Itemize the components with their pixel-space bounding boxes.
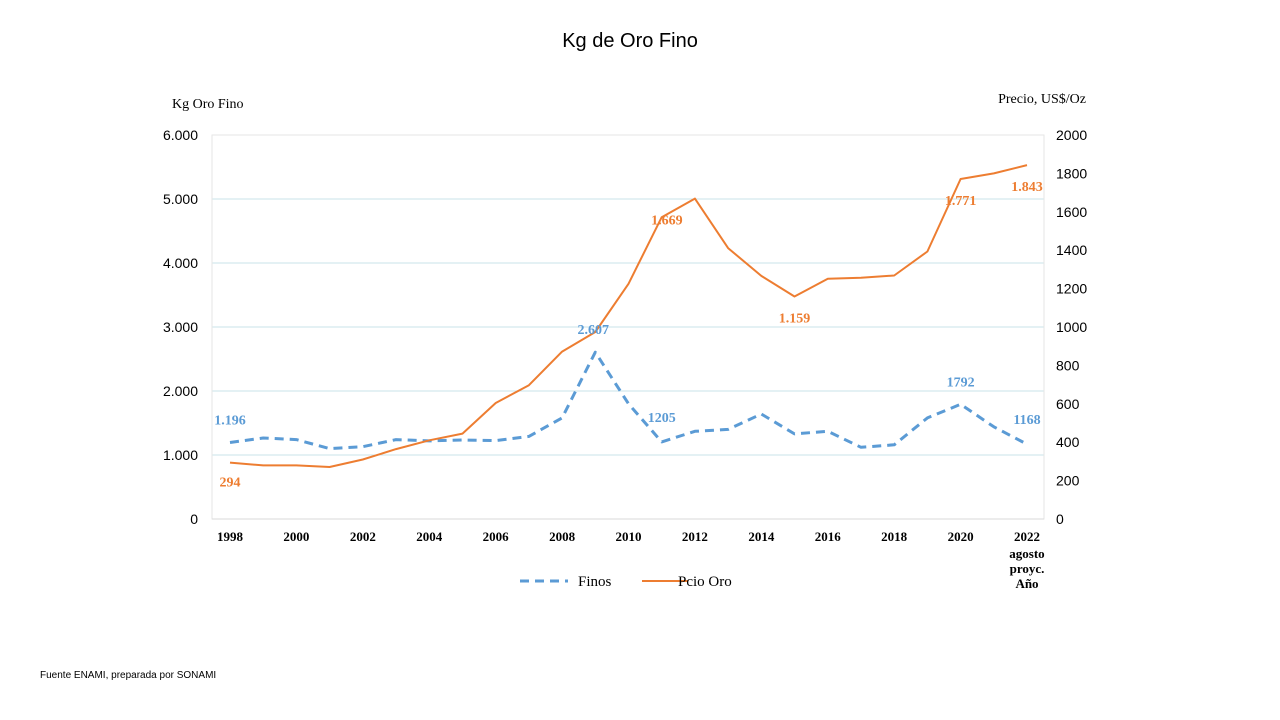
- y-right-tick-label: 1800: [1056, 165, 1087, 181]
- data-label-finos: 1205: [648, 411, 676, 426]
- x-tick-label: 1998: [217, 529, 244, 544]
- y-left-tick-label: 4.000: [163, 255, 198, 271]
- data-label-pcio-oro: 1.669: [651, 214, 683, 229]
- y-left-tick-label: 3.000: [163, 319, 198, 335]
- data-label-finos: 1.196: [214, 413, 246, 428]
- y-right-tick-label: 1000: [1056, 319, 1087, 335]
- x-tick-label: 2010: [616, 529, 642, 544]
- x-tick-label: 2002: [350, 529, 376, 544]
- x-tick-label: 2018: [881, 529, 908, 544]
- y-left-tick-label: 5.000: [163, 191, 198, 207]
- series-line-finos: [229, 350, 1028, 451]
- chart-title: Kg de Oro Fino: [562, 30, 698, 52]
- y-right-tick-label: 1400: [1056, 242, 1087, 258]
- legend-finos-label: Finos: [578, 574, 612, 590]
- source-note: Fuente ENAMI, preparada por SONAMI: [40, 670, 217, 681]
- y-right-tick-label: 0: [1056, 511, 1064, 527]
- y-right-axis-title: Precio, US$/Oz: [998, 92, 1086, 107]
- y-right-tick-label: 400: [1056, 434, 1080, 450]
- y-right-tick-label: 1600: [1056, 204, 1087, 220]
- data-label-finos: 1168: [1013, 413, 1040, 428]
- x-tick-label: 2022: [1014, 529, 1040, 544]
- x-tick-label: 2006: [483, 529, 510, 544]
- x-tick-label: 2012: [682, 529, 708, 544]
- y-left-tick-label: 6.000: [163, 127, 198, 143]
- data-label-finos: 1792: [947, 375, 975, 390]
- x-tick-note: proyc.: [1010, 561, 1045, 576]
- x-tick-label: 2014: [748, 529, 775, 544]
- series-line-pcio-oro: [229, 164, 1028, 468]
- x-tick-label: 2004: [416, 529, 443, 544]
- legend-pcio-label: Pcio Oro: [678, 574, 732, 590]
- y-right-tick-label: 800: [1056, 357, 1080, 373]
- y-left-tick-label: 2.000: [163, 383, 198, 399]
- x-tick-note: agosto: [1009, 546, 1044, 561]
- x-tick-label: 2008: [549, 529, 576, 544]
- x-tick-label: 2016: [815, 529, 842, 544]
- x-tick-label: 2020: [948, 529, 974, 544]
- y-left-tick-label: 1.000: [163, 447, 198, 463]
- y-right-tick-label: 1200: [1056, 281, 1087, 297]
- x-tick-label: 2000: [283, 529, 309, 544]
- x-tick-note: Año: [1015, 576, 1038, 591]
- y-left-axis-title: Kg Oro Fino: [172, 97, 244, 112]
- data-label-pcio-oro: 294: [220, 476, 241, 491]
- y-left-tick-label: 0: [190, 511, 198, 527]
- data-label-pcio-oro: 1.771: [945, 194, 977, 209]
- data-label-pcio-oro: 1.159: [779, 311, 811, 326]
- data-label-pcio-oro: 1.843: [1011, 180, 1043, 195]
- y-right-tick-label: 2000: [1056, 127, 1087, 143]
- data-label-finos: 2.607: [578, 323, 610, 338]
- y-right-tick-label: 600: [1056, 396, 1080, 412]
- y-right-tick-label: 200: [1056, 473, 1080, 489]
